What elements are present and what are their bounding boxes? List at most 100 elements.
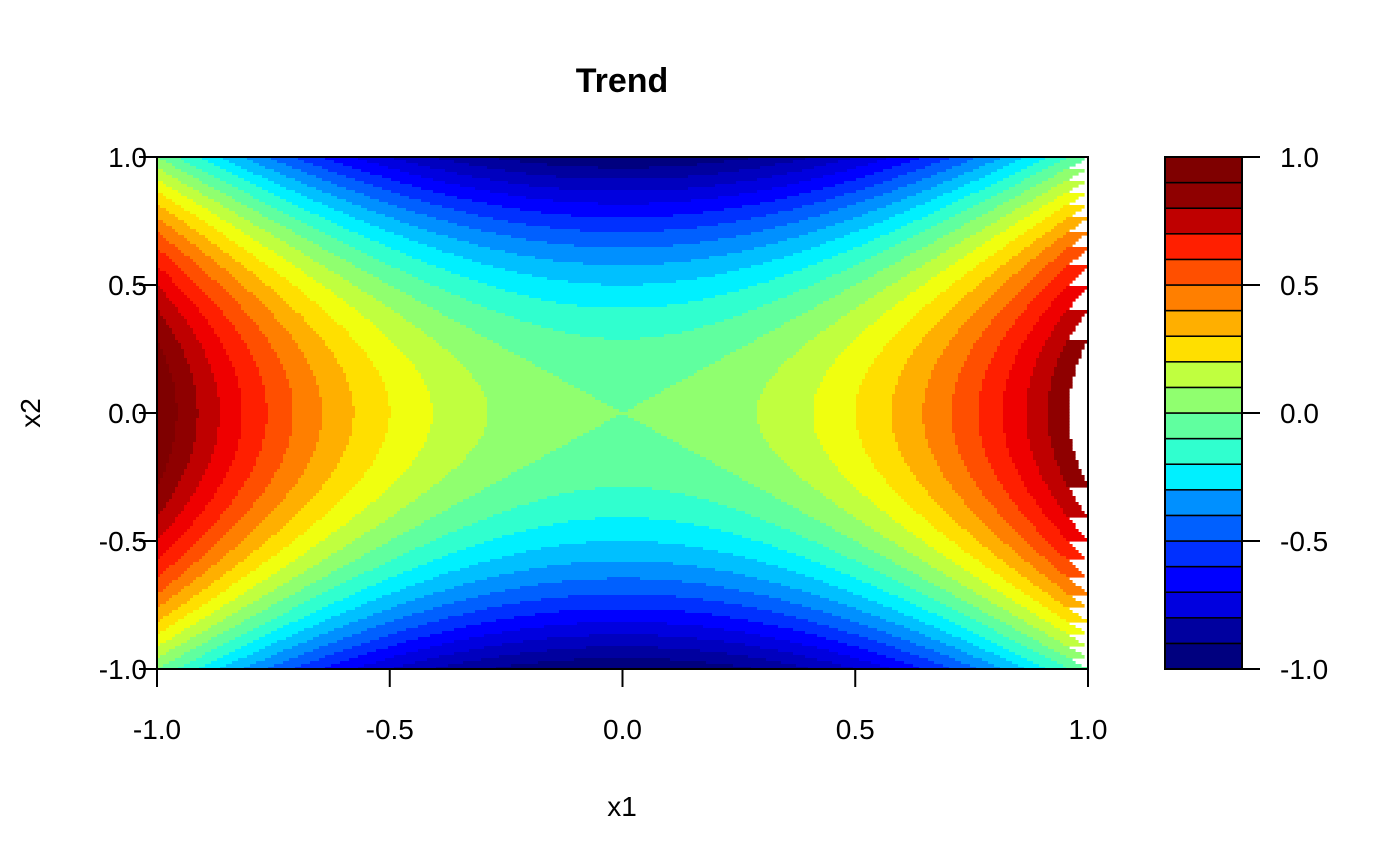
contour-cell <box>244 559 269 563</box>
contour-cell <box>169 613 188 617</box>
contour-cell <box>184 352 206 356</box>
contour-cell <box>877 319 911 323</box>
contour-cell <box>1015 358 1037 362</box>
contour-cell <box>976 217 1001 221</box>
contour-cell <box>664 229 764 233</box>
contour-cell <box>961 565 986 569</box>
contour-cell <box>229 358 254 362</box>
contour-cell <box>715 295 788 299</box>
contour-cell <box>319 385 350 389</box>
contour-cell <box>346 199 380 203</box>
contour-cell <box>280 223 308 227</box>
contour-cell <box>277 586 305 590</box>
contour-cell <box>991 568 1016 572</box>
contour-cell <box>241 307 269 311</box>
contour-cell <box>1024 514 1046 518</box>
contour-cell <box>988 367 1013 371</box>
contour-cell <box>925 427 953 431</box>
contour-cell <box>1021 475 1043 479</box>
contour-cell <box>949 265 977 269</box>
contour-cell <box>1054 367 1076 371</box>
contour-cell <box>700 454 779 458</box>
contour-cell <box>310 661 341 665</box>
contour-cell <box>1021 346 1043 350</box>
contour-cell <box>277 271 305 275</box>
contour-cell <box>517 271 728 275</box>
contour-cell <box>892 415 923 419</box>
contour-cell <box>238 562 263 566</box>
contour-cell <box>745 643 803 647</box>
contour-cell <box>964 460 989 464</box>
contour-cell <box>904 661 935 665</box>
contour-cell <box>946 631 974 635</box>
contour-cell <box>226 169 248 173</box>
contour-cell <box>157 169 164 173</box>
contour-cell <box>922 577 953 581</box>
contour-cell <box>322 283 353 287</box>
contour-cell <box>1066 481 1088 485</box>
contour-cell <box>1039 355 1061 359</box>
contour-cell <box>835 223 875 227</box>
contour-cell <box>397 535 443 539</box>
contour-cell <box>1030 301 1052 305</box>
contour-cell <box>229 469 254 473</box>
contour-cell <box>376 583 416 587</box>
contour-cell <box>244 514 269 518</box>
contour-cell <box>349 334 386 338</box>
contour-cell <box>166 466 188 470</box>
contour-cell <box>868 277 902 281</box>
contour-cell <box>487 406 614 410</box>
contour-cell <box>319 304 350 308</box>
contour-cell <box>940 586 968 590</box>
contour-cell <box>157 334 176 338</box>
contour-cell <box>202 643 224 647</box>
contour-cell <box>157 355 167 359</box>
contour-cell <box>232 526 257 530</box>
contour-cell <box>949 247 977 251</box>
contour-cell <box>382 175 422 179</box>
contour-cell <box>1060 319 1082 323</box>
contour-cell <box>571 214 674 218</box>
contour-cell <box>286 277 314 281</box>
contour-cell <box>982 658 1007 662</box>
contour-cell <box>349 331 383 335</box>
contour-cell <box>976 619 1001 623</box>
contour-cell <box>487 202 599 206</box>
contour-cell <box>853 340 890 344</box>
contour-cell <box>502 535 743 539</box>
contour-cell <box>157 289 164 293</box>
contour-cell <box>268 247 296 251</box>
contour-cell <box>214 451 236 455</box>
contour-cell <box>874 463 908 467</box>
contour-cell <box>157 502 167 506</box>
contour-cell <box>1006 442 1031 446</box>
contour-cell <box>1012 460 1037 464</box>
legend-swatch <box>1164 514 1243 542</box>
contour-cell <box>958 610 983 614</box>
contour-cell <box>940 292 968 296</box>
contour-cell <box>1003 178 1025 182</box>
contour-cell <box>403 553 449 557</box>
contour-cell <box>442 556 503 560</box>
contour-cell <box>199 592 221 596</box>
contour-cell <box>331 235 365 239</box>
contour-cell <box>1039 469 1061 473</box>
contour-cell <box>286 226 314 230</box>
contour-cell <box>1015 466 1040 470</box>
contour-cell <box>334 586 368 590</box>
contour-cell <box>217 646 242 650</box>
contour-cell <box>1033 496 1055 500</box>
contour-cell <box>982 595 1007 599</box>
contour-cell <box>1018 220 1043 224</box>
contour-cell <box>928 580 959 584</box>
contour-cell <box>1033 454 1055 458</box>
contour-cell <box>868 163 902 167</box>
contour-cell <box>811 559 857 563</box>
contour-cell <box>352 427 389 431</box>
contour-cell <box>886 481 920 485</box>
contour-cell <box>166 505 185 509</box>
contour-cell <box>1063 643 1085 647</box>
contour-cell <box>1036 274 1058 278</box>
contour-cell <box>340 364 374 368</box>
contour-cell <box>283 499 311 503</box>
